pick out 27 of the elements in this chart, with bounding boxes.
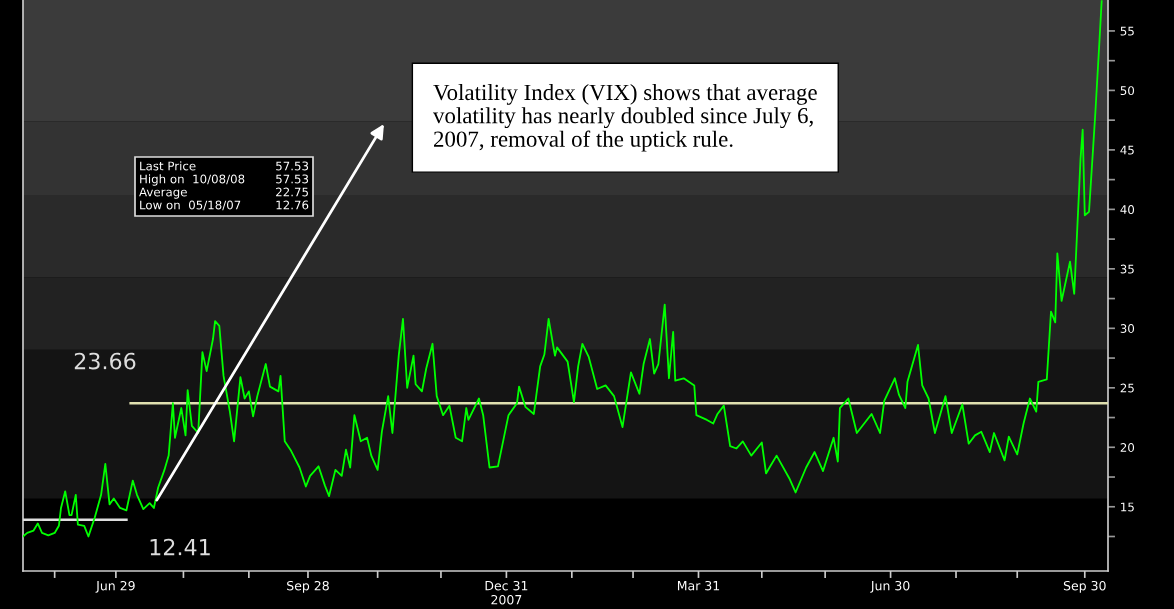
- annotation: 57.53: [276, 161, 309, 171]
- x-tick-label: Jun 29: [95, 580, 135, 593]
- y-tick-label: 40: [1120, 205, 1135, 215]
- annotation: Low on 05/18/07: [140, 200, 241, 211]
- annotation: 22.75: [276, 187, 308, 197]
- annotation: High on 10/08/08: [140, 174, 245, 186]
- annotation: Last Price: [140, 161, 196, 171]
- x-tick-label: Mar 31: [677, 580, 720, 591]
- annotation: 12.76: [276, 200, 309, 210]
- x-tick-label: Jun 30: [870, 580, 910, 593]
- line-series: [23, 0, 1103, 538]
- y-tick-label: 30: [1120, 324, 1135, 333]
- y-tick-label: 15: [1121, 502, 1134, 512]
- y-tick-label: 20: [1120, 443, 1135, 452]
- x-tick-label: Sep 28: [287, 580, 329, 593]
- annotation: 57.53: [276, 174, 309, 184]
- y-tick-label: 50: [1120, 86, 1135, 96]
- x-tick-label: Sep 30: [1063, 580, 1106, 593]
- y-tick-label: 45: [1120, 145, 1134, 155]
- annotation: 23.66: [74, 352, 136, 370]
- y-tick-label: 55: [1120, 26, 1134, 36]
- y-tick-label: 35: [1120, 264, 1134, 274]
- annotation: Volatility Index (VIX) shows that average volatility has nearly doubled since July 6, 2007, removal of the uptick rule.: [433, 84, 817, 152]
- y-tick-label: 25: [1120, 383, 1134, 393]
- annotation: Average: [139, 187, 187, 199]
- annotation: 12.41: [150, 538, 210, 556]
- x-tick-label: Dec 31 2007: [485, 580, 528, 605]
